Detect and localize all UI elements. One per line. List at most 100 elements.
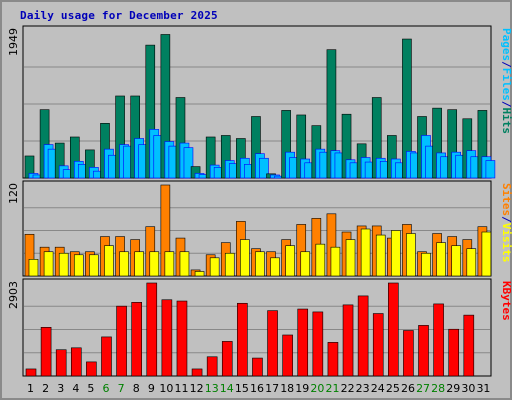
bar-kbytes-day-13: [206, 356, 218, 377]
bar-sites-day-20: [315, 243, 326, 277]
bar-kbytes-day-8: [131, 302, 142, 377]
bar-kbytes-day-15: [237, 302, 248, 377]
day-label-28: 28: [431, 382, 445, 395]
day-label-5: 5: [87, 382, 94, 395]
bar-sites-day-12: [194, 271, 205, 277]
day-label-12: 12: [190, 382, 204, 395]
bar-sites-day-3: [58, 252, 69, 277]
bar-kbytes-day-22: [342, 304, 354, 377]
bar-sites-day-26: [406, 233, 416, 277]
bar-kbytes-day-7: [116, 305, 127, 377]
bar-sites-day-22: [345, 239, 356, 277]
bar-kbytes-day-26: [403, 330, 414, 377]
bar-sites-day-19: [300, 251, 311, 277]
legend-label: KBytes: [500, 281, 512, 321]
bar-sites-day-28: [436, 242, 446, 277]
legend-kbytes: KBytes: [500, 281, 512, 321]
bar-sites-day-23: [360, 228, 371, 277]
bar-sites-day-31: [481, 231, 492, 277]
bar-sites-day-17: [270, 257, 280, 277]
day-label-30: 30: [461, 382, 475, 395]
bar-kbytes-day-5: [86, 361, 97, 377]
bar-sites-day-4: [73, 254, 84, 277]
legend-label: Visits: [500, 223, 512, 263]
bar-sites-day-5: [89, 254, 99, 277]
bar-sites-day-10: [164, 251, 175, 277]
day-label-4: 4: [72, 382, 79, 395]
legend-label: Sites: [500, 183, 512, 216]
bar-kbytes-day-19: [297, 308, 309, 377]
bar-sites-day-25: [391, 230, 401, 277]
legend-visits-sites: Sites/Visits: [500, 183, 512, 263]
bar-sites-day-24: [375, 234, 386, 277]
chart-title: Daily usage for December 2025: [20, 9, 218, 22]
day-label-25: 25: [386, 382, 400, 395]
day-label-10: 10: [159, 382, 173, 395]
day-label-17: 17: [265, 382, 279, 395]
bar-sites-day-8: [134, 251, 144, 277]
day-label-15: 15: [235, 382, 249, 395]
legend-label: Pages: [500, 28, 512, 61]
max-label-kbytes: 2903: [7, 281, 20, 309]
bar-kbytes-day-10: [161, 299, 173, 377]
bar-kbytes-day-29: [448, 328, 460, 377]
bar-kbytes-day-25: [388, 282, 399, 377]
legend-label: /: [500, 101, 512, 108]
bar-kbytes-day-4: [70, 347, 82, 377]
day-label-9: 9: [148, 382, 155, 395]
day-label-21: 21: [325, 382, 339, 395]
bar-sites-day-27: [421, 252, 431, 277]
bar-pages-day-31: [485, 160, 496, 179]
bar-pages-day-16: [259, 157, 269, 179]
bar-kbytes-day-12: [191, 368, 203, 377]
bar-kbytes-day-23: [357, 295, 369, 377]
day-label-1: 1: [27, 382, 34, 395]
day-label-8: 8: [133, 382, 140, 395]
bar-sites-day-14: [224, 252, 235, 277]
bar-sites-day-13: [209, 257, 220, 277]
bar-kbytes-day-6: [101, 336, 112, 377]
bar-kbytes-day-17: [267, 310, 278, 377]
bar-sites-day-18: [285, 245, 295, 277]
bar-sites-day-30: [466, 248, 477, 277]
day-label-29: 29: [446, 382, 460, 395]
bar-sites-day-1: [28, 259, 39, 277]
day-label-11: 11: [175, 382, 189, 395]
bar-sites-day-2: [43, 251, 54, 277]
bar-kbytes-day-14: [221, 341, 233, 377]
bar-sites-day-11: [179, 251, 190, 277]
bar-kbytes-day-18: [282, 334, 293, 377]
day-label-27: 27: [416, 382, 430, 395]
day-label-2: 2: [42, 382, 49, 395]
bar-kbytes-day-16: [252, 357, 263, 377]
day-label-24: 24: [371, 382, 385, 395]
day-label-18: 18: [280, 382, 294, 395]
bar-sites-day-15: [240, 239, 250, 277]
day-label-3: 3: [57, 382, 64, 395]
bar-kbytes-day-2: [40, 327, 52, 377]
day-label-23: 23: [356, 382, 370, 395]
legend-hits-files-pages: Pages/Files/Hits: [500, 28, 512, 134]
bar-kbytes-day-9: [146, 282, 158, 377]
day-label-13: 13: [205, 382, 219, 395]
bar-kbytes-day-24: [372, 313, 384, 377]
bar-pages-day-11: [183, 147, 194, 179]
day-label-22: 22: [341, 382, 355, 395]
day-label-19: 19: [295, 382, 309, 395]
bar-sites-day-9: [149, 251, 160, 277]
bar-sites-day-16: [255, 251, 265, 277]
day-label-20: 20: [310, 382, 324, 395]
day-label-16: 16: [250, 382, 264, 395]
day-label-7: 7: [118, 382, 125, 395]
bar-kbytes-day-28: [433, 303, 444, 377]
max-label-hits-files-pages: 1949: [7, 28, 20, 56]
bar-sites-day-29: [451, 245, 462, 277]
bar-sites-day-6: [104, 245, 114, 277]
bar-kbytes-day-30: [463, 314, 475, 377]
day-label-6: 6: [103, 382, 110, 395]
bar-kbytes-day-1: [25, 368, 37, 377]
bar-kbytes-day-21: [327, 342, 339, 377]
bar-kbytes-day-27: [418, 325, 429, 377]
legend-label: Hits: [500, 108, 512, 135]
